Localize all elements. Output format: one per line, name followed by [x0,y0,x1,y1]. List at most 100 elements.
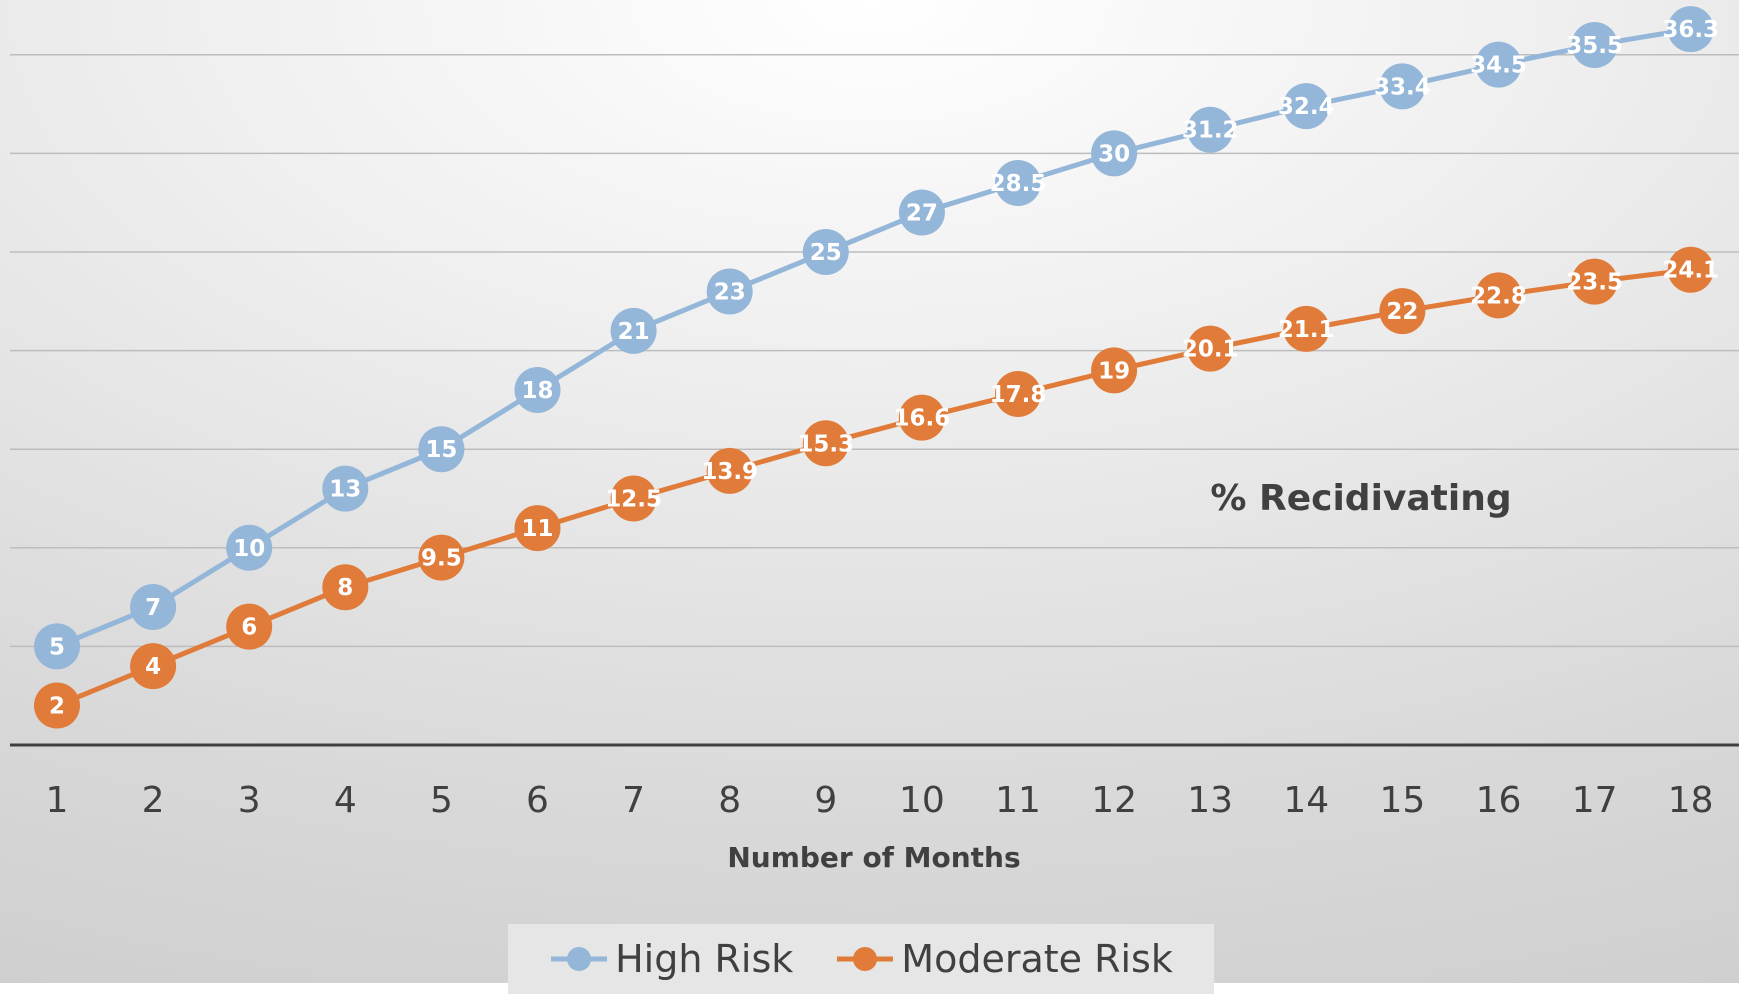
data-label: 21.1 [1278,317,1335,343]
data-point [1571,21,1618,68]
data-label: 30 [1098,141,1130,167]
x-tick-label: 13 [1187,780,1233,821]
gridlines [10,54,1739,648]
x-tick-label: 6 [526,780,549,821]
data-point [610,475,657,522]
data-point [1379,288,1426,335]
data-point [1667,246,1714,293]
data-point [706,447,753,494]
data-label: 13.9 [701,459,758,485]
series-moderate-risk: 2 4 6 8 9.5 11 12.5 13.9 15.3 16.6 17.8 19 20.1 21.1 2… [34,246,1719,729]
data-label: 35.5 [1566,33,1623,59]
x-tick-label: 2 [142,780,165,821]
data-label: 11 [521,516,553,542]
x-axis-title: Number of Months [727,841,1020,874]
legend-item-moderate-risk: Moderate Risk [835,937,1173,981]
data-label: 31.2 [1182,118,1239,144]
data-point [1091,130,1138,177]
data-label: 9.5 [421,546,462,572]
legend: High Risk Moderate Risk [508,924,1214,994]
data-point [1667,6,1714,53]
data-label: 28.5 [990,171,1047,197]
data-point [1187,325,1234,372]
series-line-high-risk [56,26,1692,649]
data-label: 32.4 [1278,94,1335,120]
x-tick-label: 14 [1283,780,1329,821]
data-label: 17.8 [990,382,1047,408]
data-label: 18 [521,378,553,404]
data-point [1475,41,1522,88]
x-tick-label: 15 [1379,780,1425,821]
x-tick-label: 1 [46,780,69,821]
x-tick-label: 3 [238,780,261,821]
data-point [995,370,1041,417]
data-label: 23 [714,279,746,305]
data-label: 36.3 [1662,17,1719,43]
data-label: 33.4 [1374,74,1431,100]
series-high-risk: 5 7 10 13 15 18 21 23 25 27 28.5 30 31.2 32.4 33.4 34.5… [34,6,1719,670]
data-point [1379,63,1426,110]
data-point [1283,83,1330,130]
data-label: 19 [1098,358,1130,384]
data-point [706,268,753,315]
x-tick-label: 17 [1572,780,1618,821]
data-label: 22 [1386,299,1418,325]
data-label: 10 [233,536,265,562]
data-label: 6 [241,615,257,641]
data-label: 21 [618,319,650,345]
x-tick-label: 11 [995,780,1041,821]
data-point [418,534,465,581]
data-label: 34.5 [1470,53,1527,79]
data-point [34,682,80,729]
data-point [802,229,849,275]
data-point [610,307,657,354]
data-point [1571,258,1618,305]
data-point [322,465,369,512]
data-label: 2 [49,694,65,720]
x-tick-label: 18 [1668,780,1714,821]
x-tick-label: 4 [334,780,357,821]
data-label: 16.6 [894,406,951,432]
data-point [130,643,177,690]
data-label: 5 [49,634,65,660]
legend-item-high-risk: High Risk [549,937,793,981]
data-point [418,426,465,473]
data-label: 8 [337,575,353,601]
data-point [995,159,1041,206]
data-point [898,394,945,441]
data-label: 12.5 [605,487,662,513]
x-tick-label: 10 [899,780,945,821]
x-axis-ticks: 1 2 3 4 5 6 7 8 9 10 11 12 13 14 15 16 17 18 [46,780,1714,821]
data-label: 15.3 [797,431,854,457]
data-point [514,505,561,552]
data-label: 20.1 [1182,337,1239,363]
x-tick-label: 5 [430,780,453,821]
data-point [130,583,177,630]
legend-label-moderate-risk: Moderate Risk [901,937,1173,981]
data-label: 25 [810,240,842,266]
x-tick-label: 8 [718,780,741,821]
data-point [1091,347,1138,394]
data-point [226,603,273,650]
data-point [514,367,561,414]
data-label: 22.8 [1470,283,1527,309]
data-label: 13 [329,477,361,503]
x-tick-label: 9 [814,780,837,821]
data-label: 4 [145,654,161,680]
data-label: 7 [145,595,161,621]
data-point [802,420,849,467]
x-tick-label: 12 [1091,780,1137,821]
legend-line-marker-icon [837,947,894,971]
chart-annotation: % Recidivating [1210,478,1511,519]
x-tick-label: 7 [622,780,645,821]
data-label: 23.5 [1566,270,1623,296]
data-point [898,189,945,236]
legend-line-marker-icon [551,947,608,971]
data-point [1475,272,1522,319]
data-point [1283,305,1330,352]
data-point [226,524,273,571]
x-tick-label: 16 [1476,780,1522,821]
data-label: 15 [425,437,457,463]
